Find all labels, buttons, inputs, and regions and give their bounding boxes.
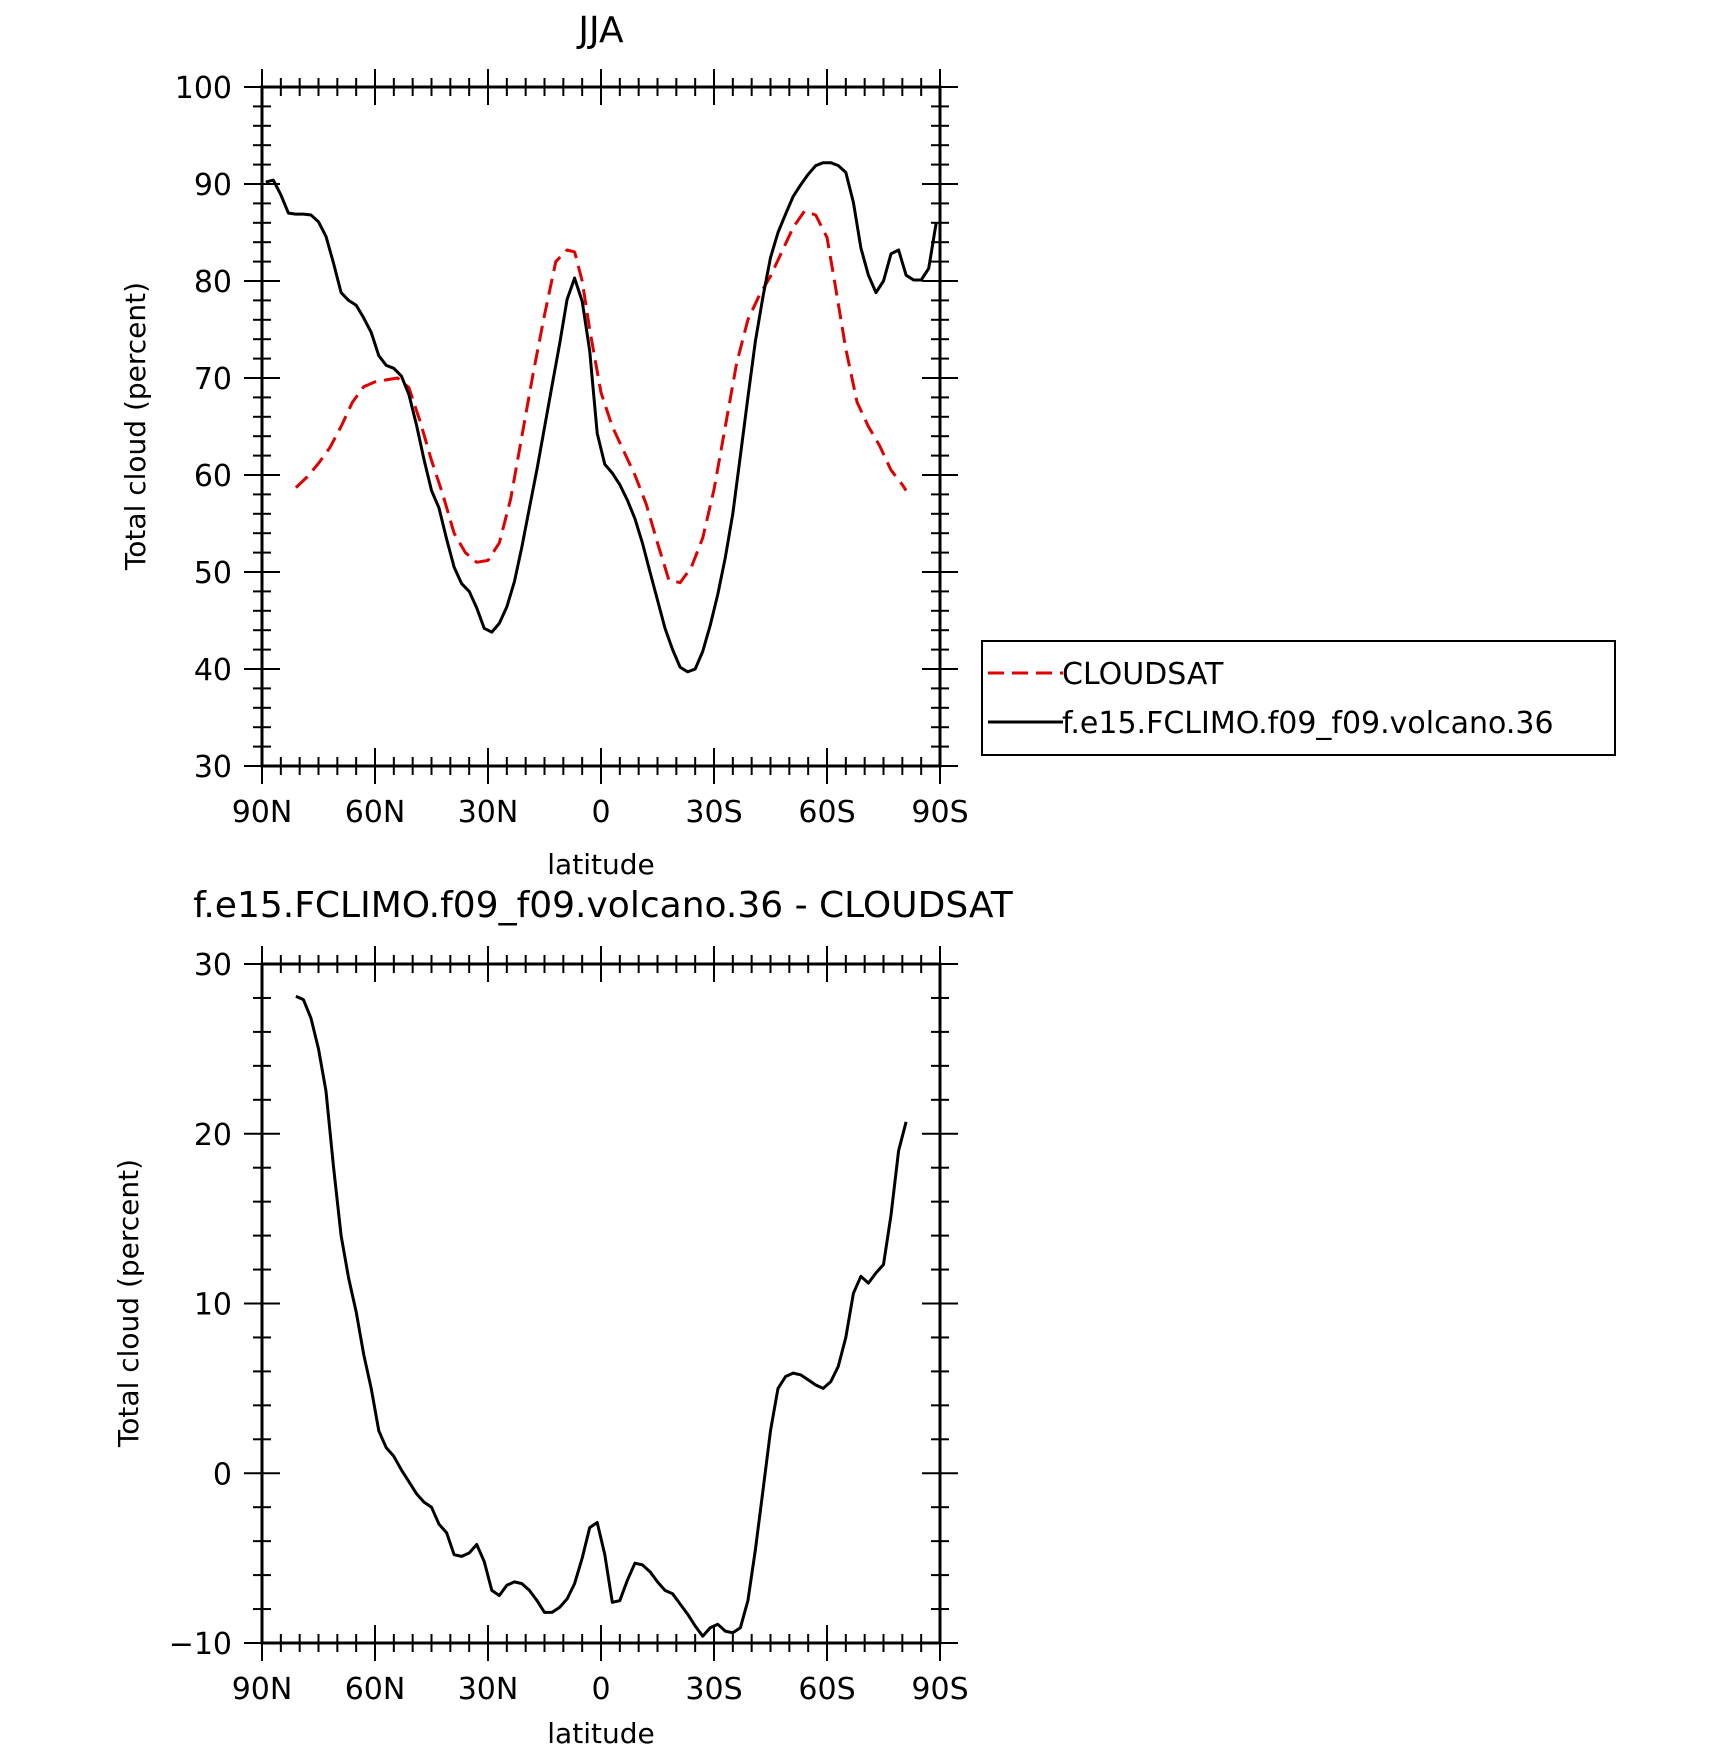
- x-tick-label: 0: [591, 795, 610, 830]
- x-tick-label: 60N: [345, 795, 406, 830]
- y-tick-label: 10: [194, 1288, 232, 1323]
- panel-bottom-x-tick-labels: 90N 60N 30N 0 30S 60S 90S: [232, 1672, 969, 1707]
- panel-top-ticks: [244, 69, 958, 784]
- y-tick-label: 80: [194, 265, 232, 300]
- y-tick-label: 20: [194, 1118, 232, 1153]
- panel-top-y-tick-labels: 30 40 50 60 70 80 90 100: [175, 71, 232, 785]
- x-tick-label: 90S: [911, 1672, 968, 1707]
- x-tick-label: 90N: [232, 1672, 293, 1707]
- y-tick-label: 90: [194, 168, 232, 203]
- panel-bottom: f.e15.FCLIMO.f09_f09.volcano.36 - CLOUDS…: [112, 885, 1014, 1745]
- x-tick-label: 0: [591, 1672, 610, 1707]
- panel-top-title: JJA: [576, 10, 624, 51]
- panel-top-x-axis-title: latitude: [547, 848, 654, 881]
- legend-label-model: f.e15.FCLIMO.f09_f09.volcano.36: [1062, 706, 1554, 741]
- x-tick-label: 60S: [798, 795, 855, 830]
- panel-top-plot-frame: [260, 85, 942, 768]
- x-tick-label: 60N: [345, 1672, 406, 1707]
- x-tick-label: 30S: [685, 795, 742, 830]
- y-tick-label: 40: [194, 653, 232, 688]
- series-line-cloudsat: [294, 209, 908, 585]
- y-tick-label: 30: [194, 750, 232, 785]
- y-tick-label: 60: [194, 459, 232, 494]
- x-tick-label: 90S: [911, 795, 968, 830]
- panel-bottom-y-axis-title: Total cloud (percent): [112, 1159, 145, 1448]
- y-tick-label: 70: [194, 362, 232, 397]
- panel-bottom-series: [295, 994, 908, 1638]
- panel-top: JJA 90N 60N 30N 0 30S 60S 90S 30 40 50 60 70 80 90 10…: [119, 10, 1616, 881]
- y-tick-label: 50: [194, 556, 232, 591]
- x-tick-label: 30N: [458, 1672, 519, 1707]
- x-tick-label: 60S: [798, 1672, 855, 1707]
- x-tick-label: 30N: [458, 795, 519, 830]
- legend: CLOUDSAT f.e15.FCLIMO.f09_f09.volcano.36: [981, 640, 1616, 756]
- legend-box: [981, 640, 1616, 756]
- x-tick-label: 30S: [685, 1672, 742, 1707]
- panel-bottom-x-axis-title: latitude: [547, 1717, 654, 1745]
- panel-bottom-title: f.e15.FCLIMO.f09_f09.volcano.36 - CLOUDS…: [193, 885, 1013, 926]
- panel-bottom-plot-frame: [260, 962, 942, 1645]
- y-tick-label: 0: [213, 1457, 232, 1492]
- x-tick-label: 90N: [232, 795, 293, 830]
- panel-top-x-tick-labels: 90N 60N 30N 0 30S 60S 90S: [232, 795, 969, 830]
- series-line-difference: [295, 994, 908, 1638]
- y-tick-label: 30: [194, 948, 232, 983]
- panel-bottom-y-tick-labels: −10 0 10 20 30: [169, 948, 232, 1662]
- legend-label-cloudsat: CLOUDSAT: [1062, 657, 1224, 692]
- series-line-f-e15-fclimo-f09-f09-volcano-36: [265, 161, 938, 674]
- panel-top-y-axis-title: Total cloud (percent): [119, 282, 152, 571]
- panel-top-series: [265, 161, 938, 674]
- y-tick-label: 100: [175, 71, 232, 106]
- y-tick-label: −10: [169, 1627, 232, 1662]
